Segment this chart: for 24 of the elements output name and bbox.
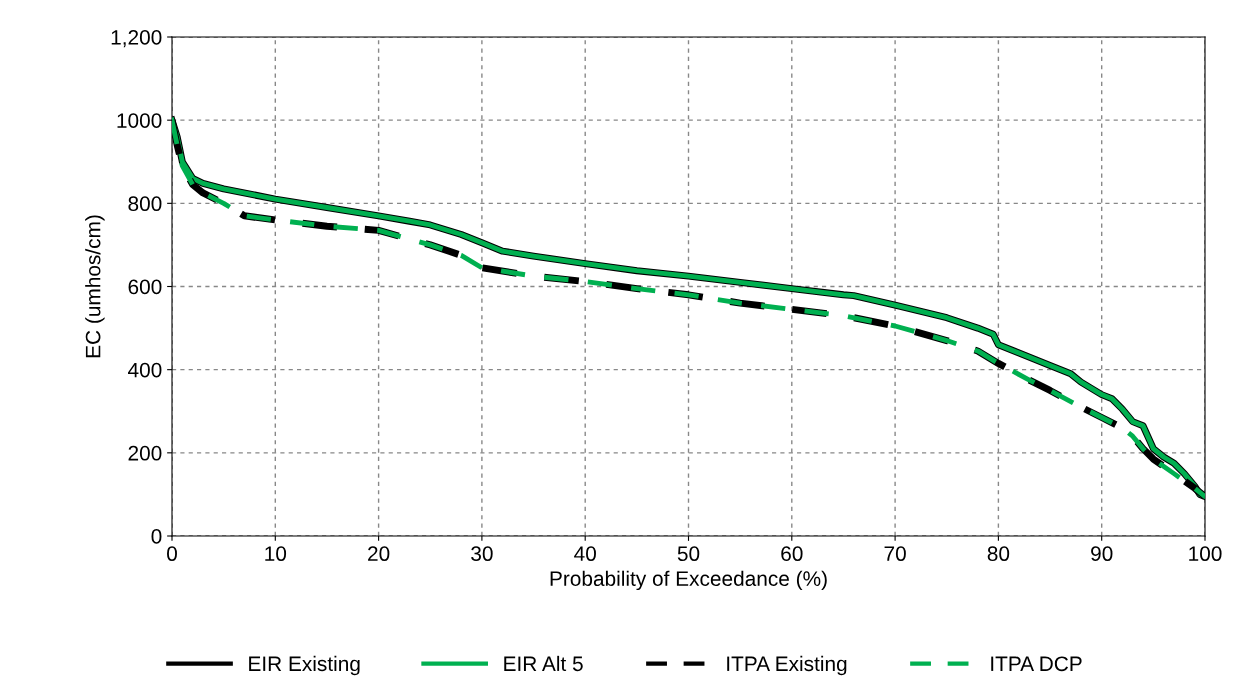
y-tick-label: 800 (128, 196, 162, 212)
x-axis-title: Probability of Exceedance (%) (550, 570, 827, 591)
y-tick-label: 200 (128, 445, 162, 461)
x-tick-label: 40 (574, 546, 596, 562)
x-tick-label: 20 (368, 546, 390, 562)
legend-label: ITPA DCP (991, 656, 1082, 672)
y-tick-label: 1,200 (111, 30, 162, 48)
x-tick-label: 10 (265, 546, 287, 562)
y-tick-label: 600 (128, 279, 162, 295)
x-tick-label: 80 (987, 546, 1010, 562)
y-tick-label: 0 (151, 529, 162, 544)
x-tick-label: 0 (167, 546, 177, 562)
x-tick-label: 100 (1189, 546, 1222, 562)
x-tick-label: 70 (884, 546, 906, 562)
y-axis-title: EC (umhos/cm) (85, 215, 105, 358)
legend-label: EIR Existing (249, 655, 360, 676)
x-tick-label: 50 (677, 546, 700, 562)
y-tick-label: 400 (128, 362, 162, 378)
y-tick-label: 1000 (117, 113, 162, 128)
x-tick-label: 60 (781, 546, 803, 562)
legend-label: EIR Alt 5 (504, 655, 583, 672)
legend-label: ITPA Existing (727, 655, 847, 676)
x-tick-label: 30 (471, 546, 493, 562)
x-tick-label: 90 (1091, 546, 1113, 562)
